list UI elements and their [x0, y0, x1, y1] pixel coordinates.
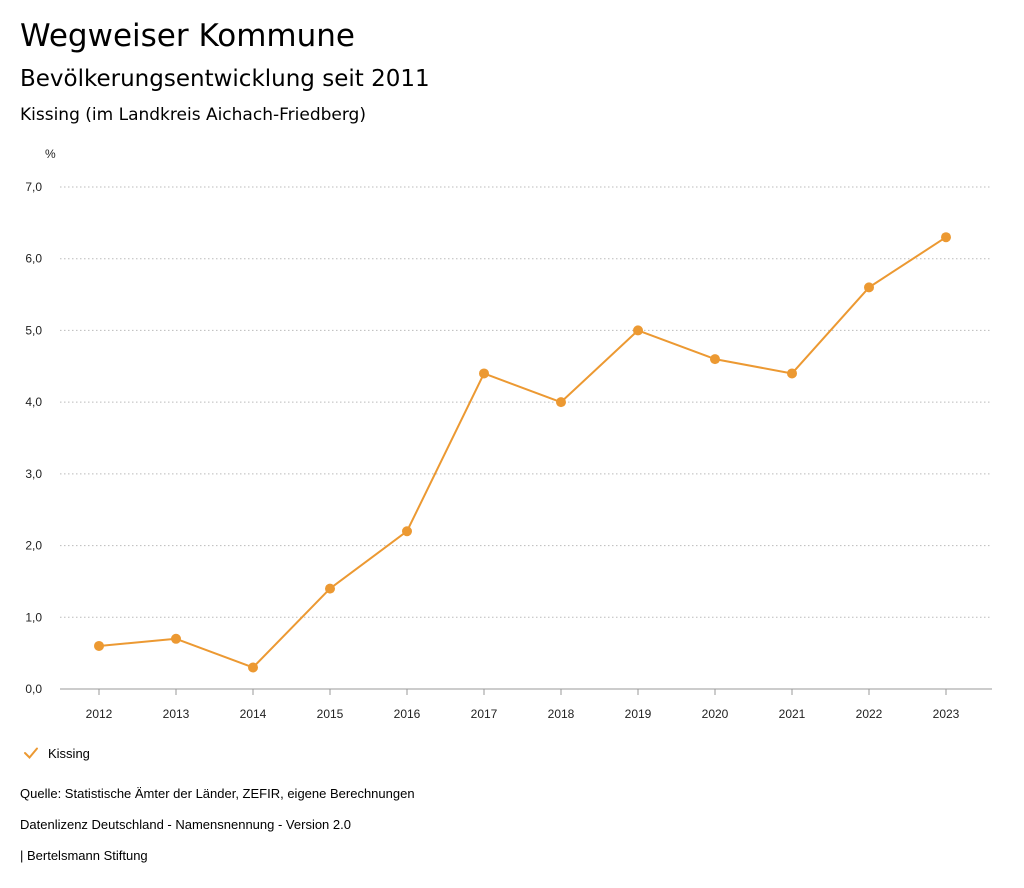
line-chart: % 0,0 1,0 2,0 3,0 4,0 5,0 6,0 7,0 2012 2013 2014 201…	[25, 147, 992, 721]
page-title: Wegweiser Kommune	[20, 18, 355, 54]
series-line-kissing	[98, 236, 947, 669]
y-tick-label: 0,0	[25, 682, 42, 696]
data-point	[633, 325, 643, 336]
x-tick-label: 2017	[471, 707, 498, 721]
x-tick-label: 2014	[240, 707, 267, 721]
data-point	[864, 282, 874, 293]
y-tick-label: 4,0	[25, 395, 42, 409]
x-tick-label: 2015	[317, 707, 344, 721]
data-point	[941, 232, 951, 243]
data-point	[325, 583, 335, 594]
y-tick-label: 5,0	[25, 323, 42, 337]
x-tick-label: 2019	[625, 707, 652, 721]
data-point	[710, 354, 720, 365]
y-tick-label: 6,0	[25, 252, 42, 266]
brand-note: | Bertelsmann Stiftung	[20, 848, 148, 863]
legend-label: Kissing	[48, 745, 90, 761]
x-tick-label: 2013	[163, 707, 190, 721]
data-point	[94, 640, 104, 651]
y-tick-label: 2,0	[25, 539, 42, 553]
x-tick-label: 2023	[933, 707, 960, 721]
checkmark-icon	[24, 747, 38, 759]
source-note: Quelle: Statistische Ämter der Länder, Z…	[20, 786, 415, 801]
data-point	[479, 368, 489, 379]
x-tick-label: 2018	[548, 707, 575, 721]
y-axis-unit-label: %	[45, 147, 56, 161]
data-point	[402, 526, 412, 537]
legend-item-kissing[interactable]: Kissing	[22, 744, 90, 762]
data-point	[248, 662, 258, 673]
y-tick-label: 7,0	[25, 180, 42, 194]
data-point	[787, 368, 797, 379]
x-tick-label: 2016	[394, 707, 421, 721]
x-tick-label: 2020	[702, 707, 729, 721]
y-tick-label: 1,0	[25, 610, 42, 624]
region-label: Kissing (im Landkreis Aichach-Friedberg)	[20, 105, 366, 125]
x-tick-label: 2012	[86, 707, 113, 721]
data-point	[171, 633, 181, 644]
data-point	[556, 397, 566, 408]
license-note: Datenlizenz Deutschland - Namensnennung …	[20, 817, 351, 832]
x-tick-label: 2022	[856, 707, 883, 721]
x-tick-label: 2021	[779, 707, 806, 721]
chart-subtitle: Bevölkerungsentwicklung seit 2011	[20, 66, 430, 92]
y-tick-label: 3,0	[25, 467, 42, 481]
